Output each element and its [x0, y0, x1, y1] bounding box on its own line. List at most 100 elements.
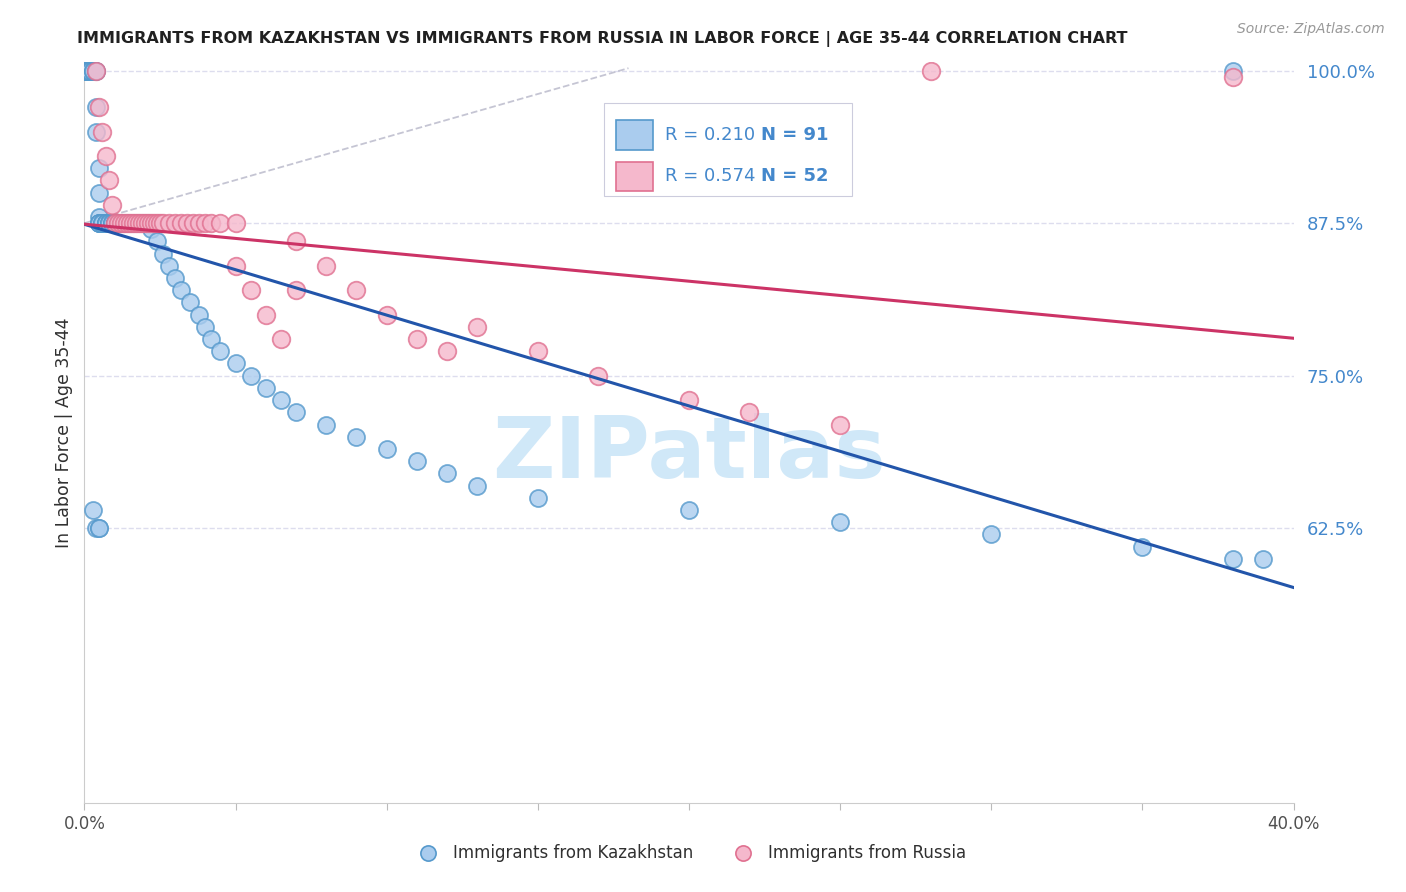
Point: [79, 63, 101, 78]
Point: [100, 216, 122, 230]
Point: [115, 216, 138, 230]
Point: [82, 63, 104, 78]
Point: [112, 216, 135, 230]
Point: [89, 100, 111, 114]
Point: [152, 216, 174, 230]
Point: [79, 63, 101, 78]
Point: [179, 295, 201, 310]
Point: [980, 527, 1002, 541]
Point: [89, 186, 111, 200]
Point: [738, 405, 761, 419]
Point: [239, 368, 262, 383]
Point: [1222, 551, 1244, 566]
Point: [104, 216, 127, 230]
Point: [82, 63, 104, 78]
Point: [112, 216, 135, 230]
Bar: [616, 120, 652, 150]
Point: [1222, 63, 1244, 78]
Point: [94, 216, 117, 230]
Point: [225, 259, 247, 273]
Point: [200, 332, 222, 346]
Point: [270, 393, 292, 408]
Point: [315, 417, 337, 432]
Point: [406, 454, 429, 468]
Point: [239, 283, 262, 297]
Point: [107, 216, 129, 230]
Point: [118, 216, 141, 230]
Point: [76, 63, 98, 78]
Point: [91, 216, 114, 230]
Point: [89, 521, 111, 535]
Point: [104, 216, 127, 230]
Point: [181, 216, 204, 230]
Point: [200, 216, 222, 230]
FancyBboxPatch shape: [605, 103, 852, 195]
Point: [89, 161, 111, 176]
Point: [920, 63, 942, 78]
Point: [375, 308, 398, 322]
Point: [131, 216, 153, 230]
Point: [104, 216, 127, 230]
Point: [100, 216, 122, 230]
Text: R = 0.210: R = 0.210: [665, 126, 755, 144]
Point: [125, 216, 148, 230]
Point: [118, 216, 141, 230]
Point: [107, 216, 129, 230]
Point: [73, 63, 96, 78]
Point: [146, 216, 169, 230]
Point: [110, 216, 132, 230]
Point: [94, 216, 117, 230]
Point: [94, 216, 117, 230]
Point: [100, 198, 122, 212]
Point: [136, 216, 159, 230]
Point: [254, 308, 277, 322]
Point: [134, 216, 156, 230]
Point: [118, 216, 141, 230]
Point: [170, 283, 193, 297]
Point: [194, 319, 217, 334]
Point: [89, 216, 111, 230]
Point: [121, 216, 143, 230]
Text: R = 0.574: R = 0.574: [665, 168, 755, 186]
Point: [73, 63, 96, 78]
Point: [139, 222, 162, 236]
Point: [89, 210, 111, 224]
Point: [100, 216, 122, 230]
Point: [157, 216, 180, 230]
Point: [170, 216, 193, 230]
Point: [209, 344, 232, 359]
Point: [188, 216, 211, 230]
Point: [1253, 551, 1275, 566]
Point: [285, 283, 308, 297]
Point: [125, 216, 148, 230]
Bar: [616, 161, 652, 191]
Point: [436, 467, 458, 481]
Text: Source: ZipAtlas.com: Source: ZipAtlas.com: [1237, 22, 1385, 37]
Point: [91, 216, 114, 230]
Point: [128, 216, 150, 230]
Point: [94, 216, 117, 230]
Point: [73, 63, 96, 78]
Point: [91, 216, 114, 230]
Point: [165, 216, 187, 230]
Point: [467, 478, 489, 492]
Point: [830, 417, 852, 432]
Point: [527, 491, 550, 505]
Point: [104, 216, 127, 230]
Point: [86, 63, 108, 78]
Point: [678, 393, 700, 408]
Point: [225, 216, 247, 230]
Point: [588, 368, 610, 383]
Point: [121, 216, 143, 230]
Point: [128, 216, 150, 230]
Point: [194, 216, 217, 230]
Point: [86, 63, 108, 78]
Point: [104, 216, 127, 230]
Point: [94, 216, 117, 230]
Point: [115, 216, 138, 230]
Point: [270, 332, 292, 346]
Point: [176, 216, 198, 230]
Point: [346, 430, 368, 444]
Point: [527, 344, 550, 359]
Point: [142, 216, 165, 230]
